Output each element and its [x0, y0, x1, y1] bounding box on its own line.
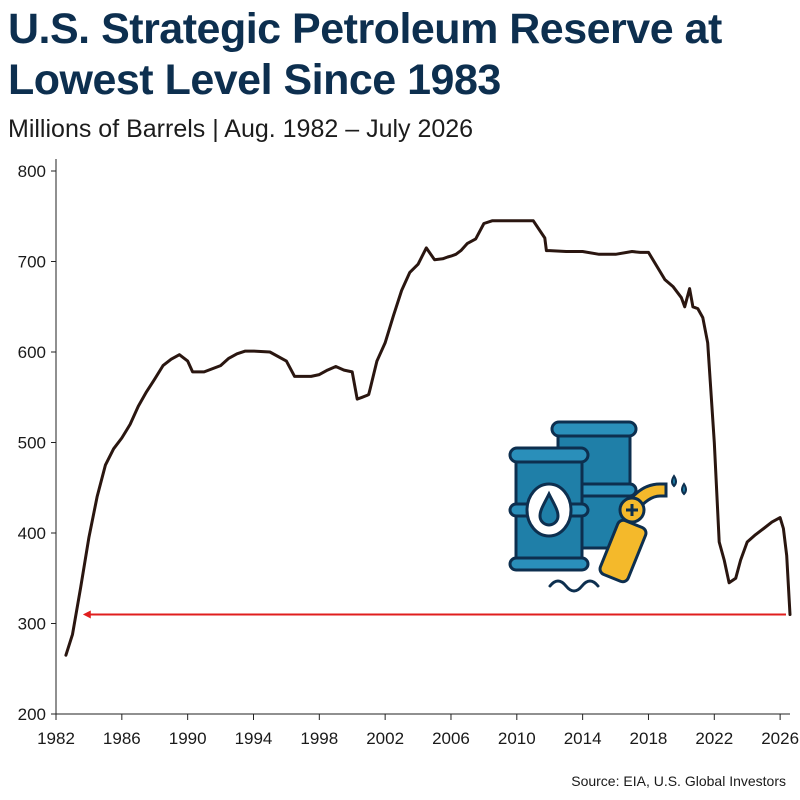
x-tick-label: 2018 [630, 729, 668, 748]
fuel-drop-icon [671, 474, 677, 488]
x-tick-label: 1990 [169, 729, 207, 748]
y-tick-label: 800 [18, 162, 46, 181]
x-tick-label: 1998 [300, 729, 338, 748]
plus-icon [626, 504, 638, 516]
fuel-drop-icon-2 [681, 482, 687, 496]
chart-title: U.S. Strategic Petroleum Reserve at Lowe… [8, 5, 722, 104]
y-tick-label: 400 [18, 524, 46, 543]
y-tick-label: 500 [18, 434, 46, 453]
oil-barrels-icon [508, 420, 638, 572]
chart-axes: 200 300 400 500 600 700 800 1982 1986 1990 1994 199… [18, 159, 799, 748]
front-barrel-rim-bottom [508, 556, 590, 572]
source-note: Source: EIA, U.S. Global Investors [571, 773, 786, 789]
y-tick-label: 300 [18, 615, 46, 634]
x-tick-label: 1982 [37, 729, 75, 748]
x-tick-label: 1994 [235, 729, 273, 748]
nozzle-handle [598, 518, 648, 584]
front-barrel-rim-top [508, 446, 590, 464]
hose-wave [548, 579, 600, 593]
y-tick-label: 600 [18, 343, 46, 362]
x-tick-label: 2026 [761, 729, 799, 748]
fuel-nozzle-icon [548, 474, 687, 593]
x-tick-label: 2010 [498, 729, 536, 748]
x-tick-label: 2006 [432, 729, 470, 748]
spr-series-line-0 [64, 219, 792, 657]
plot-area [64, 219, 792, 657]
y-tick-label: 700 [18, 253, 46, 272]
x-tick-label: 2002 [366, 729, 404, 748]
x-tick-label: 2022 [695, 729, 733, 748]
x-tick-label: 2014 [564, 729, 602, 748]
back-barrel-rim-top [550, 420, 638, 438]
chart-subtitle: Millions of Barrels | Aug. 1982 – July 2… [8, 115, 474, 143]
oil-barrels-illustration [508, 420, 687, 593]
y-tick-label: 200 [18, 705, 46, 724]
x-tick-label: 1986 [103, 729, 141, 748]
oil-drop-icon [538, 490, 560, 527]
